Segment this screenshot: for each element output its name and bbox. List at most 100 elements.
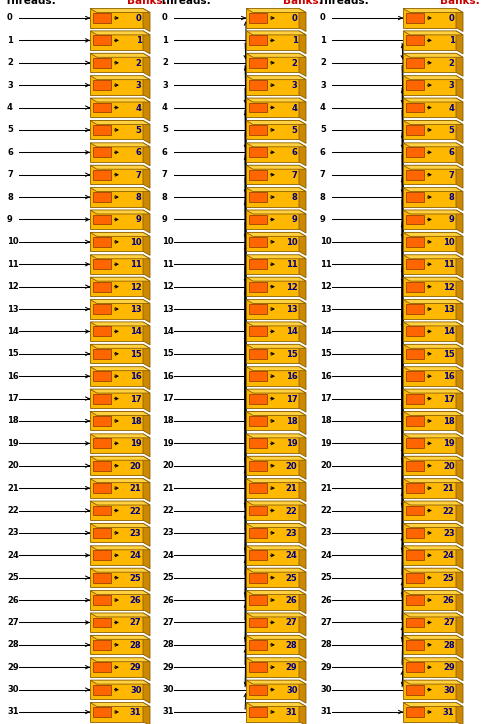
Text: 15: 15 [443,350,454,359]
Polygon shape [90,613,150,617]
Text: 5: 5 [135,126,142,135]
Text: 20: 20 [7,461,19,471]
Text: 31: 31 [7,707,19,717]
Polygon shape [403,456,463,460]
Text: 6: 6 [449,148,454,157]
Polygon shape [246,411,306,416]
Polygon shape [299,255,306,278]
Text: 30: 30 [130,686,142,694]
Polygon shape [143,501,150,524]
Text: 26: 26 [443,596,454,605]
Text: 19: 19 [162,439,174,448]
Bar [403,568,456,587]
Polygon shape [143,120,150,143]
Polygon shape [90,345,150,348]
Text: 31: 31 [286,708,298,717]
Polygon shape [403,389,463,393]
Bar [246,636,299,654]
Polygon shape [246,479,306,483]
Bar [249,327,267,337]
Polygon shape [299,657,306,681]
Bar [246,322,299,341]
Text: 15: 15 [7,349,19,358]
Text: 14: 14 [286,327,298,337]
Bar [249,13,267,23]
Text: 8: 8 [7,193,13,201]
Text: 13: 13 [443,305,454,314]
Polygon shape [90,366,150,371]
Bar [93,13,111,23]
Text: 9: 9 [320,215,326,224]
Text: 3: 3 [136,81,142,90]
Text: 7: 7 [292,171,298,180]
Text: 23: 23 [286,529,298,538]
Bar [406,707,424,717]
Bar [403,232,456,251]
Bar [406,349,424,359]
Bar [249,192,267,202]
Text: 21: 21 [7,484,19,492]
Polygon shape [456,98,463,121]
Text: 16: 16 [443,372,454,382]
Text: 16: 16 [7,371,19,381]
Text: 10: 10 [130,238,142,247]
Polygon shape [246,523,306,527]
Text: 15: 15 [130,350,142,359]
Text: 11: 11 [162,260,174,269]
Bar [246,680,299,699]
Text: 11: 11 [7,260,19,269]
Text: 19: 19 [7,439,19,448]
Text: 0: 0 [449,14,454,23]
Text: 10: 10 [443,238,454,247]
Text: 26: 26 [286,596,298,605]
Polygon shape [90,523,150,527]
Bar [93,573,111,583]
Text: 2: 2 [7,58,13,67]
Bar [249,416,267,426]
Bar [93,550,111,560]
Polygon shape [456,165,463,188]
Polygon shape [456,366,463,390]
Polygon shape [143,636,150,658]
Bar [90,366,143,386]
Bar [246,120,299,140]
Bar [246,76,299,95]
Text: 7: 7 [162,170,168,180]
Bar [249,259,267,269]
Text: 18: 18 [130,417,142,426]
Polygon shape [403,143,463,147]
Text: 9: 9 [136,216,142,224]
Polygon shape [403,277,463,281]
Text: 26: 26 [7,596,19,605]
Polygon shape [90,568,150,572]
Text: 14: 14 [130,327,142,337]
Polygon shape [299,165,306,188]
Bar [90,143,143,162]
Text: 14: 14 [320,327,332,336]
Bar [246,389,299,408]
Text: 3: 3 [292,81,298,90]
Polygon shape [403,255,463,258]
Bar [93,618,111,628]
Text: 2: 2 [320,58,326,67]
Polygon shape [246,9,306,12]
Bar [246,210,299,229]
Polygon shape [90,165,150,169]
Polygon shape [299,523,306,547]
Bar [249,550,267,560]
Polygon shape [456,411,463,434]
Polygon shape [90,657,150,662]
Polygon shape [456,54,463,76]
Text: 6: 6 [320,148,326,157]
Text: 7: 7 [7,170,13,180]
Bar [249,505,267,515]
Polygon shape [246,210,306,214]
Text: 23: 23 [320,529,332,537]
Polygon shape [246,31,306,35]
Bar [406,304,424,314]
Bar [403,322,456,341]
Bar [90,702,143,722]
Bar [406,528,424,538]
Bar [246,456,299,475]
Polygon shape [403,366,463,371]
